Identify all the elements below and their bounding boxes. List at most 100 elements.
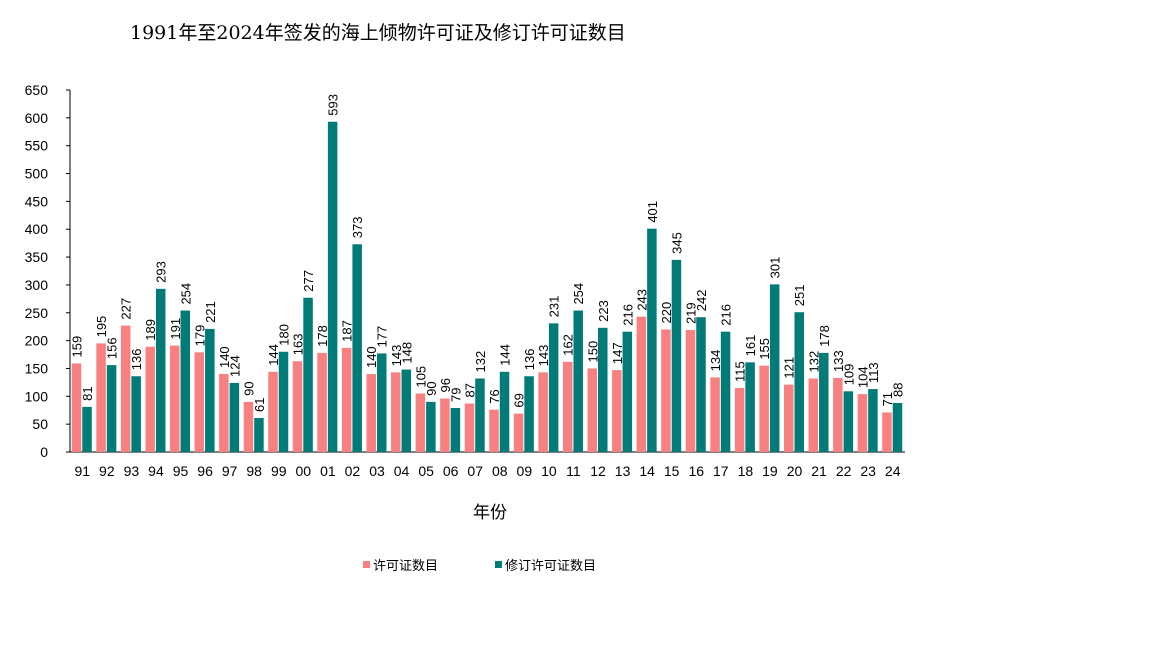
bar-permits xyxy=(710,377,720,452)
bar-permits xyxy=(759,365,769,452)
x-tick-label: 09 xyxy=(517,463,533,479)
data-label: 150 xyxy=(585,341,600,363)
data-label: 69 xyxy=(512,393,527,407)
data-label: 178 xyxy=(817,325,832,347)
data-label: 113 xyxy=(866,362,881,383)
data-label: 156 xyxy=(105,337,120,359)
data-label: 143 xyxy=(389,345,404,367)
data-label: 216 xyxy=(719,304,734,326)
data-label: 219 xyxy=(684,302,699,324)
x-tick-label: 10 xyxy=(541,463,557,479)
data-label: 345 xyxy=(669,232,684,254)
data-label: 301 xyxy=(768,257,783,279)
y-tick-label: 600 xyxy=(25,110,49,126)
legend-label: 许可证数目 xyxy=(373,558,438,573)
x-axis-label: 年份 xyxy=(473,503,507,522)
x-tick-label: 94 xyxy=(148,463,164,479)
data-label: 401 xyxy=(645,201,660,223)
bar-permits xyxy=(219,374,229,452)
legend-label: 修订许可证数目 xyxy=(505,558,596,573)
x-tick-label: 12 xyxy=(590,463,606,479)
bar-revised-permits xyxy=(843,391,854,452)
data-label: 121 xyxy=(782,357,797,379)
bar-permits xyxy=(661,329,671,452)
data-label: 254 xyxy=(178,283,193,305)
data-label: 134 xyxy=(708,350,723,372)
data-label: 79 xyxy=(448,388,463,402)
data-label: 148 xyxy=(399,342,414,364)
x-tick-label: 00 xyxy=(296,463,312,479)
data-label: 143 xyxy=(536,345,551,367)
bar-revised-permits xyxy=(106,365,117,452)
bar-permits xyxy=(857,394,868,452)
x-tick-label: 07 xyxy=(467,463,483,479)
bar-permits xyxy=(170,345,180,452)
bar-permits xyxy=(391,372,401,452)
data-label: 136 xyxy=(522,349,537,371)
data-label: 136 xyxy=(129,349,144,371)
data-label: 140 xyxy=(217,346,232,368)
data-label: 593 xyxy=(326,94,341,116)
x-tick-label: 17 xyxy=(713,463,729,479)
bar-permits xyxy=(71,363,82,452)
bar-revised-permits xyxy=(327,121,338,452)
x-tick-label: 92 xyxy=(99,463,115,479)
y-tick-label: 450 xyxy=(25,193,49,209)
y-tick-label: 250 xyxy=(25,305,49,321)
x-tick-label: 95 xyxy=(173,463,189,479)
bar-revised-permits xyxy=(180,310,191,452)
x-tick-label: 08 xyxy=(492,463,508,479)
data-label: 159 xyxy=(70,336,85,358)
data-label: 109 xyxy=(841,364,856,386)
x-tick-label: 13 xyxy=(615,463,631,479)
bar-permits xyxy=(562,361,573,452)
x-tick-label: 16 xyxy=(688,463,704,479)
data-label: 177 xyxy=(375,326,390,348)
data-label: 162 xyxy=(561,334,576,356)
x-tick-label: 93 xyxy=(124,463,140,479)
data-label: 191 xyxy=(168,318,183,340)
bar-permits xyxy=(538,372,548,452)
data-label: 189 xyxy=(143,319,158,341)
data-label: 221 xyxy=(203,301,218,323)
data-label: 293 xyxy=(154,261,169,283)
x-tick-label: 02 xyxy=(345,463,361,479)
x-tick-label: 03 xyxy=(369,463,385,479)
x-tick-label: 14 xyxy=(639,463,655,479)
data-label: 144 xyxy=(266,344,281,366)
data-label: 161 xyxy=(743,335,758,357)
data-label: 187 xyxy=(340,320,355,342)
x-tick-label: 01 xyxy=(320,463,336,479)
data-label: 132 xyxy=(806,351,821,373)
bar-permits xyxy=(513,413,524,452)
data-label: 254 xyxy=(571,283,586,305)
x-tick-label: 97 xyxy=(222,463,238,479)
data-label: 178 xyxy=(315,325,330,347)
bar-permits xyxy=(587,368,598,452)
bar-revised-permits xyxy=(696,317,706,452)
x-tick-label: 05 xyxy=(418,463,434,479)
x-tick-label: 15 xyxy=(664,463,680,479)
x-tick-label: 96 xyxy=(197,463,213,479)
x-tick-label: 23 xyxy=(860,463,876,479)
data-label: 90 xyxy=(241,381,256,395)
data-label: 195 xyxy=(94,316,109,338)
y-tick-label: 150 xyxy=(25,360,49,376)
bar-revised-permits xyxy=(131,376,141,452)
bar-permits xyxy=(120,325,131,452)
bar-revised-permits xyxy=(475,378,485,452)
bar-permits xyxy=(882,412,892,452)
data-label: 133 xyxy=(831,350,846,372)
y-tick-label: 650 xyxy=(25,82,49,98)
data-label: 144 xyxy=(498,344,513,366)
legend-swatch xyxy=(363,561,370,568)
bar-permits xyxy=(440,398,450,452)
bar-permits xyxy=(145,346,155,452)
bar-revised-permits xyxy=(720,331,731,452)
bar-revised-permits xyxy=(426,401,436,452)
bar-revised-permits xyxy=(229,382,240,452)
bar-revised-permits xyxy=(524,376,534,452)
chart-title: 1991年至2024年签发的海上倾物许可证及修订许可证数目 xyxy=(130,22,626,44)
y-tick-label: 0 xyxy=(40,444,48,460)
